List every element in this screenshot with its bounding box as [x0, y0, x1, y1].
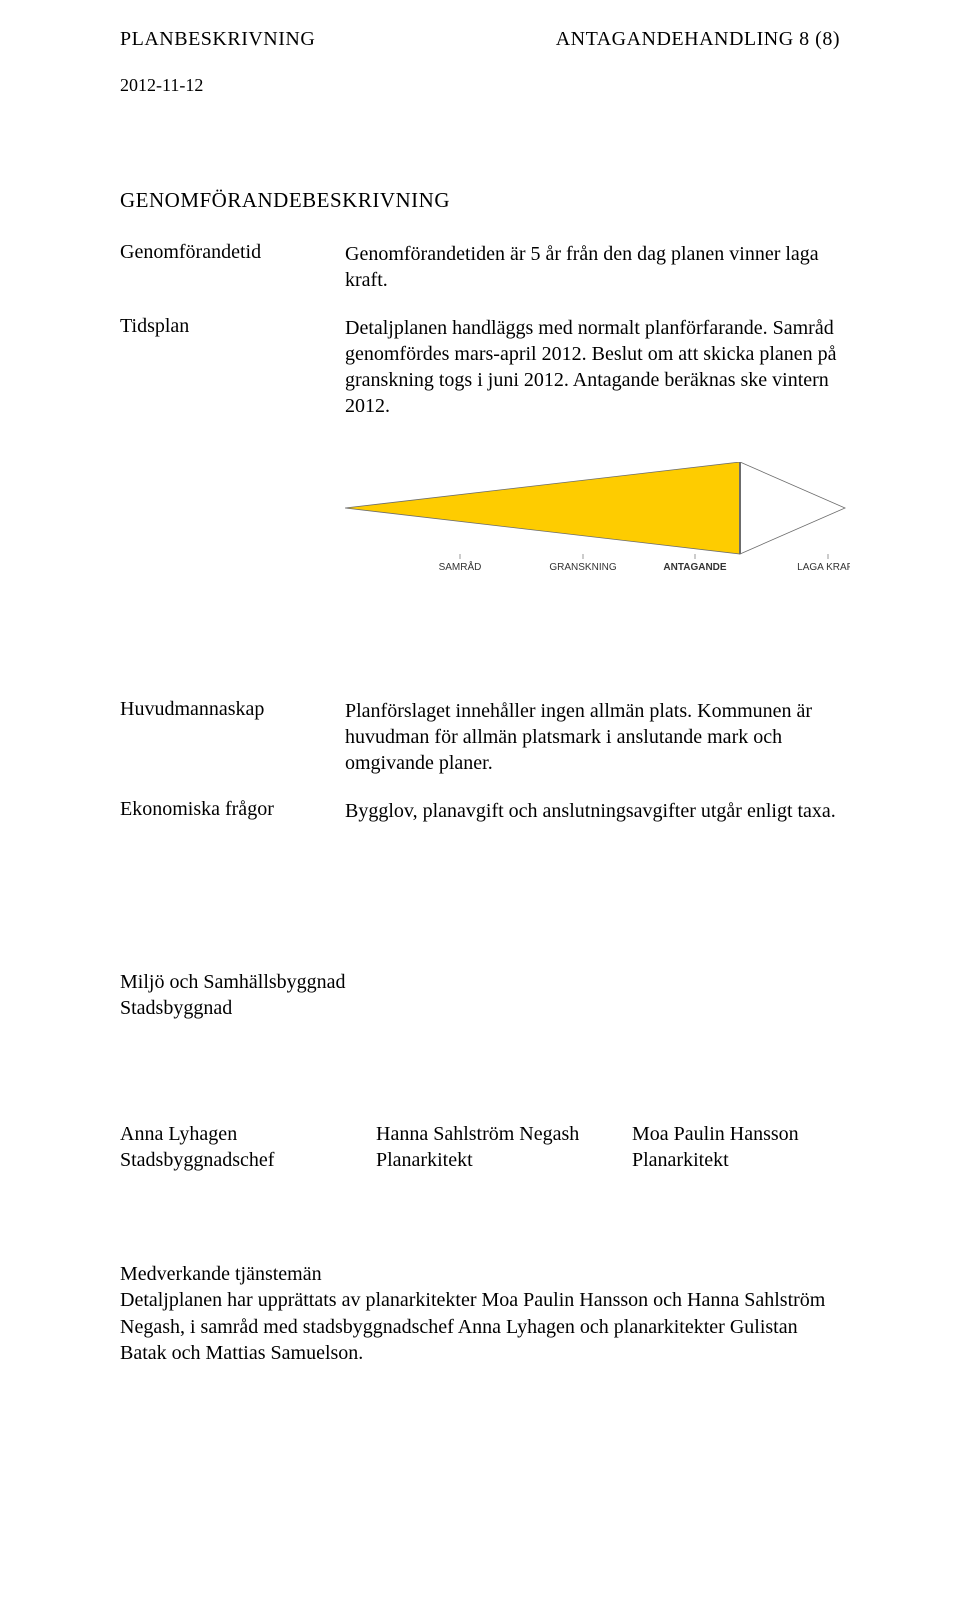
timeline-svg: SAMRÅD GRANSKNING ANTAGANDE LAGA KRAFT [345, 462, 850, 578]
signature-name: Moa Paulin Hansson [632, 1121, 840, 1147]
section-title: GENOMFÖRANDEBESKRIVNING [120, 188, 840, 213]
participants-title: Medverkande tjänstemän [120, 1261, 840, 1287]
page: PLANBESKRIVNING ANTAGANDEHANDLING 8 (8) … [0, 0, 960, 1614]
svg-text:GRANSKNING: GRANSKNING [549, 562, 616, 573]
header-right: ANTAGANDEHANDLING 8 (8) [556, 28, 840, 51]
svg-text:SAMRÅD: SAMRÅD [439, 560, 482, 573]
page-header: PLANBESKRIVNING ANTAGANDEHANDLING 8 (8) [120, 28, 840, 51]
signature-0: Anna Lyhagen Stadsbyggnadschef [120, 1121, 328, 1173]
svg-text:LAGA KRAFT: LAGA KRAFT [797, 562, 850, 573]
row-tidsplan: Tidsplan Detaljplanen handläggs med norm… [120, 315, 840, 419]
signature-title: Planarkitekt [376, 1147, 584, 1173]
participants-block: Medverkande tjänstemän Detaljplanen har … [120, 1261, 840, 1367]
row-huvudmannaskap: Huvudmannaskap Planförslaget innehåller … [120, 698, 840, 776]
signature-name: Anna Lyhagen [120, 1121, 328, 1147]
participants-text: Detaljplanen har upprättats av planarkit… [120, 1289, 825, 1364]
header-left: PLANBESKRIVNING [120, 28, 315, 51]
label-genomforandetid: Genomförandetid [120, 241, 345, 293]
text-tidsplan: Detaljplanen handläggs med normalt planf… [345, 315, 840, 419]
department-block: Miljö och Samhällsbyggnad Stadsbyggnad [120, 969, 840, 1021]
department-line2: Stadsbyggnad [120, 995, 840, 1021]
label-tidsplan: Tidsplan [120, 315, 345, 419]
signatures-row: Anna Lyhagen Stadsbyggnadschef Hanna Sah… [120, 1121, 840, 1173]
label-ekonomiska: Ekonomiska frågor [120, 798, 345, 824]
document-date: 2012-11-12 [120, 75, 840, 96]
text-huvudmannaskap: Planförslaget innehåller ingen allmän pl… [345, 698, 840, 776]
text-genomforandetid: Genomförandetiden är 5 år från den dag p… [345, 241, 840, 293]
text-ekonomiska: Bygglov, planavgift och anslutningsavgif… [345, 798, 840, 824]
department-line1: Miljö och Samhällsbyggnad [120, 969, 840, 995]
svg-text:ANTAGANDE: ANTAGANDE [663, 562, 726, 573]
signature-1: Hanna Sahlström Negash Planarkitekt [376, 1121, 584, 1173]
signature-title: Stadsbyggnadschef [120, 1147, 328, 1173]
row-ekonomiska: Ekonomiska frågor Bygglov, planavgift oc… [120, 798, 840, 824]
signature-name: Hanna Sahlström Negash [376, 1121, 584, 1147]
timeline-chart: SAMRÅDGRANSKNINGANTAGANDELAGA KRAFT [120, 462, 840, 578]
row-genomforandetid: Genomförandetid Genomförandetiden är 5 å… [120, 241, 840, 293]
label-huvudmannaskap: Huvudmannaskap [120, 698, 345, 776]
signature-2: Moa Paulin Hansson Planarkitekt [632, 1121, 840, 1173]
signature-title: Planarkitekt [632, 1147, 840, 1173]
